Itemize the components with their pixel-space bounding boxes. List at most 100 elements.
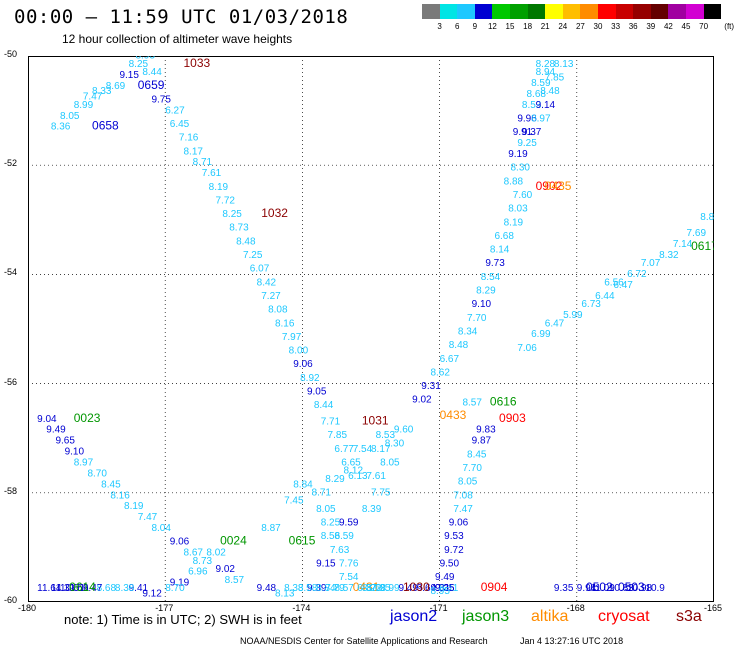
legend-swatch bbox=[562, 4, 581, 19]
wave-height-label: 8.12 bbox=[344, 466, 364, 477]
wave-height-label: 8.57 bbox=[462, 397, 482, 408]
satellite-name: altika bbox=[531, 608, 569, 625]
wave-height-label: 8.97 bbox=[74, 458, 94, 469]
wave-height-label: 8.13 bbox=[554, 59, 574, 70]
wave-height-label: 8.57 bbox=[334, 583, 354, 594]
wave-height-label: 9.91 bbox=[513, 127, 533, 138]
wave-height-label: 8.99 bbox=[380, 583, 400, 594]
wave-height-label: 8.45 bbox=[467, 449, 487, 460]
wave-height-label: 7.69 bbox=[687, 228, 707, 239]
wave-height-label: 9.49 bbox=[46, 425, 66, 436]
wave-height-label: 9.02 bbox=[216, 564, 236, 575]
satellite-name: jason3 bbox=[462, 608, 510, 625]
wave-height-label: 8.73 bbox=[229, 223, 249, 234]
wave-height-label: 10.98 bbox=[627, 583, 652, 594]
wave-height-label: 8.17 bbox=[371, 444, 391, 455]
wave-height-label: 11.09 bbox=[591, 583, 616, 594]
pass-time-label: 0617 bbox=[691, 239, 714, 253]
wave-height-label: 6.47 bbox=[545, 318, 565, 329]
pass-time-label: 0903 bbox=[499, 411, 526, 425]
pass-time-label: 0658 bbox=[92, 119, 119, 133]
wave-height-label: 9.39 bbox=[307, 583, 327, 594]
wave-height-label: 7.61 bbox=[202, 168, 222, 179]
longitude-tick-label: -165 bbox=[704, 603, 723, 613]
wave-height-label: 7.71 bbox=[321, 417, 341, 428]
pass-time-label: 0614 bbox=[69, 580, 96, 594]
wave-height-label: 8.97 bbox=[531, 114, 551, 125]
wave-height-label: 9.05 bbox=[307, 387, 327, 398]
wave-height-label: 7.61 bbox=[366, 471, 386, 482]
wave-height-label: 7.63 bbox=[330, 545, 350, 556]
legend-swatch bbox=[439, 4, 458, 19]
legend-swatch bbox=[598, 4, 616, 19]
wave-height-label: 9.60 bbox=[394, 425, 414, 436]
wave-height-label: 7.97 bbox=[282, 332, 302, 343]
wave-height-label: 8.13 bbox=[275, 589, 295, 600]
wave-height-label: 11.64 bbox=[37, 583, 62, 594]
legend-unit: (ft) bbox=[724, 22, 735, 31]
wave-height-label: 8.53 bbox=[522, 100, 542, 111]
wave-height-label: 6.67 bbox=[440, 354, 460, 365]
wave-height-label: 8.05 bbox=[60, 111, 80, 122]
wave-height-label: 8.71 bbox=[312, 488, 332, 499]
wave-height-label: 8.17 bbox=[183, 146, 203, 157]
wave-height-label: 8.19 bbox=[209, 182, 229, 193]
wave-height-label: 8.94 bbox=[536, 67, 556, 78]
wave-height-label: 8.00 bbox=[289, 346, 309, 357]
page-title: 00:00 – 11:59 UTC 01/03/2018 bbox=[14, 6, 349, 28]
wave-height-label: 8.58 bbox=[298, 583, 318, 594]
wave-height-label: 8.25 bbox=[321, 518, 341, 529]
wave-height-label: 8.54 bbox=[481, 272, 501, 283]
wave-height-label: 8.30 bbox=[510, 163, 530, 174]
latitude-tick-label: -50 bbox=[4, 49, 18, 59]
legend-swatch bbox=[633, 4, 651, 19]
wave-height-label: 7.07 bbox=[641, 258, 661, 269]
wave-height-label: 6.68 bbox=[494, 231, 514, 242]
wave-height-label: 7.47 bbox=[83, 92, 103, 103]
wave-height-label: 8.03 bbox=[508, 204, 528, 215]
legend-label: 15 bbox=[505, 22, 515, 31]
wave-height-label: 8.68 bbox=[526, 89, 546, 100]
wave-height-label: 9.15 bbox=[119, 70, 139, 81]
wave-height-label: 11.31 bbox=[51, 583, 76, 594]
legend-label: 33 bbox=[611, 22, 621, 31]
latitude-tick-label: -60 bbox=[4, 595, 18, 605]
latitude-tick-label: -52 bbox=[4, 158, 18, 169]
wave-height-label: 8.25 bbox=[222, 209, 242, 220]
legend-label: 70 bbox=[699, 22, 709, 31]
credit-text: NOAA/NESDIS Center for Satellite Applica… bbox=[240, 636, 488, 646]
wave-height-label: 9.83 bbox=[476, 425, 496, 436]
wave-height-label: 7.60 bbox=[513, 190, 533, 201]
pass-time-label: 0616 bbox=[490, 394, 517, 408]
wave-height-label: 10.51 bbox=[60, 583, 85, 594]
pass-time-label: 0503 bbox=[618, 580, 645, 594]
wave-height-label: 6.44 bbox=[595, 291, 615, 302]
wave-height-label: 6.13 bbox=[348, 471, 368, 482]
wave-height-label: 8.22 bbox=[362, 583, 382, 594]
wave-height-label: 7.06 bbox=[517, 343, 537, 354]
wave-height-label: 8.33 bbox=[284, 583, 304, 594]
wave-height-label: 8.34 bbox=[458, 326, 478, 337]
wave-height-label: 9.14 bbox=[536, 100, 556, 111]
wave-height-label: 7.54 bbox=[353, 444, 373, 455]
wave-height-label: 9.94 bbox=[577, 583, 597, 594]
wave-height-label: 8.71 bbox=[193, 157, 213, 168]
wave-height-label: 7.08 bbox=[453, 490, 473, 501]
wave-height-label: 10.83 bbox=[609, 583, 634, 594]
wave-height-label: 7.45 bbox=[284, 496, 304, 507]
wave-height-label: 8.67 bbox=[183, 548, 203, 559]
wave-height-label: 8.14 bbox=[490, 245, 510, 256]
wave-height-label: 8.48 bbox=[540, 86, 560, 97]
longitude-tick-label: -174 bbox=[292, 603, 311, 613]
wave-height-label: 8.33 bbox=[92, 86, 112, 97]
pass-time-label: 0435 bbox=[545, 179, 572, 193]
wave-height-label: 8.42 bbox=[257, 277, 277, 288]
wave-height-label: 8.68 bbox=[366, 583, 386, 594]
wave-height-label: 6.99 bbox=[531, 329, 551, 340]
wave-height-label: 9.15 bbox=[316, 559, 336, 570]
wave-height-label: 8.32 bbox=[659, 250, 679, 261]
legend-label: 12 bbox=[487, 22, 497, 31]
wave-height-label: 8.70 bbox=[165, 583, 185, 594]
wave-height-label: 9.35 bbox=[435, 583, 455, 594]
legend-swatch bbox=[457, 4, 475, 19]
